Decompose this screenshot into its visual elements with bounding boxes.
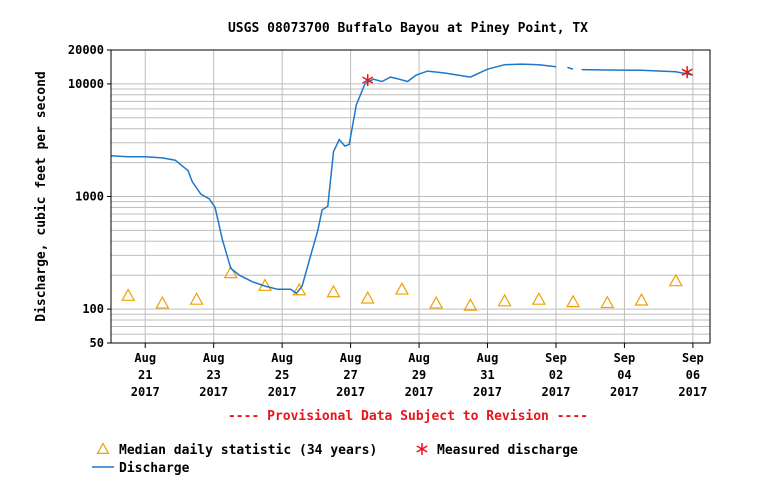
x-tick-label: Aug <box>203 351 225 365</box>
x-tick-label: 2017 <box>336 385 365 399</box>
x-tick-label: Sep <box>545 351 567 365</box>
legend-asterisk-icon <box>416 443 428 455</box>
legend-label-median: Median daily statistic (34 years) <box>119 443 377 458</box>
x-tick-label: 2017 <box>473 385 502 399</box>
median-point <box>531 292 546 305</box>
discharge-line <box>110 63 694 295</box>
x-tick-label: 02 <box>549 368 563 382</box>
x-tick-label: 23 <box>206 368 220 382</box>
median-point <box>394 282 409 295</box>
y-tick-label: 50 <box>90 336 104 350</box>
x-tick-label: 2017 <box>542 385 571 399</box>
measured-markers <box>362 66 693 87</box>
measured-point <box>681 66 693 79</box>
x-tick-label: 29 <box>412 368 426 382</box>
legend-label-discharge: Discharge <box>119 461 190 476</box>
y-tick-label: 100 <box>82 302 104 316</box>
x-tick-label: 2017 <box>610 385 639 399</box>
median-point <box>634 292 649 306</box>
y-tick-label: 10000 <box>68 77 104 91</box>
y-axis-ticks: 20000 10000 1000 100 50 <box>68 43 111 350</box>
median-point <box>121 288 136 301</box>
y-tick-label: 1000 <box>75 190 104 204</box>
median-point <box>292 282 307 296</box>
chart-title: USGS 08073700 Buffalo Bayou at Piney Poi… <box>228 21 588 36</box>
x-tick-label: 06 <box>686 368 700 382</box>
median-point <box>360 290 375 304</box>
x-tick-label: Aug <box>134 351 156 365</box>
x-tick-label: 27 <box>343 368 357 382</box>
x-tick-label: 2017 <box>405 385 434 399</box>
median-point <box>155 295 170 309</box>
legend-label-measured: Measured discharge <box>437 443 578 458</box>
x-tick-label: Sep <box>682 351 704 365</box>
x-tick-label: Aug <box>271 351 293 365</box>
median-point <box>429 295 444 309</box>
median-point <box>668 273 683 287</box>
x-tick-label: Aug <box>477 351 499 365</box>
median-markers <box>121 265 683 311</box>
x-axis-ticks: Aug 21 2017 Aug 23 2017 Aug 25 2017 Aug 27 2017 Aug 2… <box>131 343 707 399</box>
discharge-series-line <box>110 63 694 295</box>
median-point <box>223 265 238 279</box>
y-tick-label: 20000 <box>68 43 104 57</box>
asterisk-stroke <box>416 445 428 453</box>
asterisk-stroke <box>681 68 693 76</box>
x-tick-label: 2017 <box>678 385 707 399</box>
x-tick-label: 21 <box>138 368 152 382</box>
x-tick-label: 2017 <box>199 385 228 399</box>
x-tick-label: 31 <box>480 368 494 382</box>
median-point <box>463 298 478 311</box>
median-point <box>189 292 204 305</box>
median-point <box>326 284 341 298</box>
legend-triangle-icon <box>96 442 110 454</box>
median-point <box>600 295 615 309</box>
legend: Median daily statistic (34 years) Measure… <box>92 442 578 476</box>
y-axis-label: Discharge, cubic feet per second <box>34 71 49 321</box>
median-point <box>566 294 581 308</box>
x-tick-label: 25 <box>275 368 289 382</box>
measured-point <box>362 74 374 87</box>
x-tick-label: Aug <box>340 351 362 365</box>
x-tick-label: Aug <box>408 351 430 365</box>
provisional-data-notice: ---- Provisional Data Subject to Revisio… <box>228 409 588 424</box>
x-tick-label: 2017 <box>268 385 297 399</box>
x-tick-label: 04 <box>617 368 631 382</box>
grid-lines <box>111 50 710 343</box>
asterisk-stroke <box>362 76 374 84</box>
median-point <box>497 293 512 307</box>
x-tick-label: Sep <box>614 351 636 365</box>
x-tick-label: 2017 <box>131 385 160 399</box>
